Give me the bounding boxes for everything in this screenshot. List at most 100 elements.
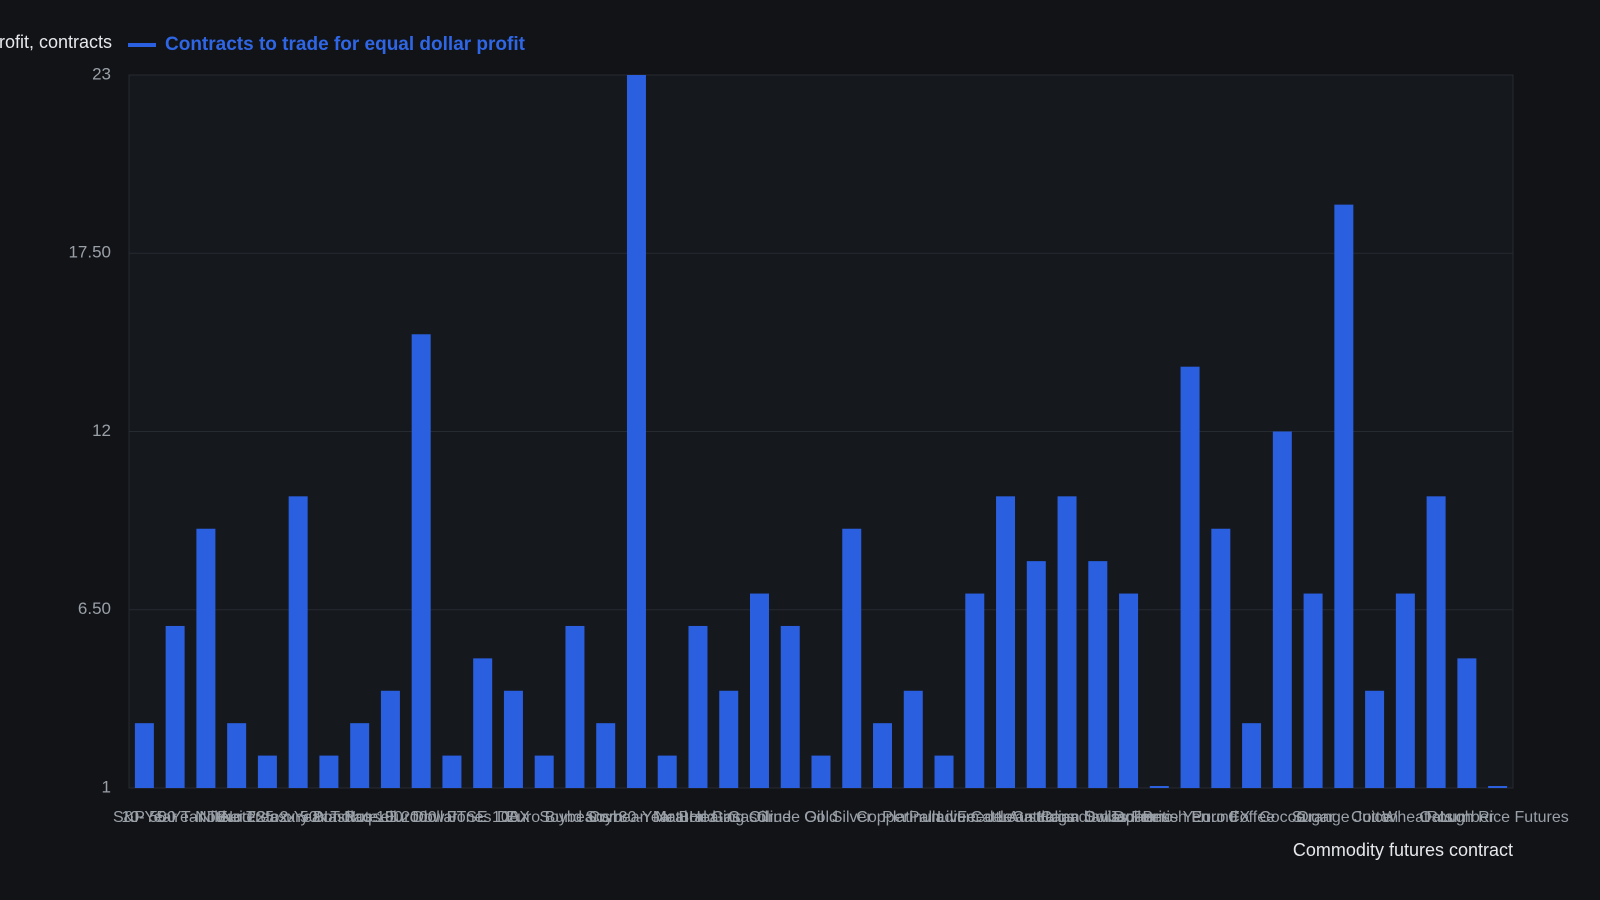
x-tick-label: Corn (588, 809, 623, 826)
x-tick-label: Gasoline (728, 809, 791, 826)
x-tick-label: Dow Jones (412, 809, 491, 826)
bar (1334, 204, 1354, 789)
bar (1303, 593, 1323, 788)
y-tick-label: 1 (102, 777, 111, 796)
x-tick-label: Oats (1419, 809, 1453, 826)
x-tick-label: Japanese Yen (1109, 809, 1210, 826)
bar (503, 690, 523, 788)
bar (934, 755, 954, 788)
bar (1026, 561, 1046, 788)
bar (1211, 528, 1231, 788)
x-tick-label: Euro Stoxx 50 (217, 809, 318, 826)
x-tick-label: FTSE 100 (447, 809, 519, 826)
x-tick-label: Nikkei 225 (199, 809, 274, 826)
x-tick-label: 5-Year T-Note (157, 809, 256, 826)
x-tick-label: Soybeans (539, 809, 610, 826)
x-tick-label: 2-Year T-Note (280, 809, 379, 826)
x-tick-label: Platinum (882, 809, 944, 826)
bar (596, 723, 616, 788)
bar (165, 625, 185, 788)
x-tick-label: Euro Bund (506, 809, 582, 826)
y-tick-label: 12 (92, 421, 111, 440)
bar (227, 723, 247, 788)
x-tick-label: Swiss Franc (1085, 809, 1172, 826)
bar (319, 755, 339, 788)
bar (965, 593, 985, 788)
bar (350, 723, 370, 788)
bar (1272, 431, 1292, 788)
x-tick-label: Coffee (1228, 809, 1275, 826)
bar (996, 496, 1016, 788)
x-tick-label: 30-Year Bond (619, 809, 716, 826)
y-tick-label: 6.50 (78, 599, 111, 618)
bar (380, 690, 400, 788)
x-tick-label: Natural Gas (655, 809, 740, 826)
bar (626, 75, 646, 788)
bar (873, 723, 893, 788)
x-tick-label: Russell 2000 (344, 809, 437, 826)
bar (1088, 561, 1108, 788)
bar (1426, 496, 1446, 788)
bar (1180, 366, 1200, 788)
bar (134, 723, 154, 788)
bar (1488, 786, 1508, 788)
bar (1242, 723, 1262, 788)
x-tick-label: Gold (804, 809, 838, 826)
bar (657, 755, 677, 788)
bar (442, 755, 462, 788)
x-tick-label: Cotton (1351, 809, 1398, 826)
x-tick-label: Orange Juice (1296, 809, 1391, 826)
bar (196, 528, 216, 788)
bar (1149, 786, 1169, 788)
bar (257, 755, 277, 788)
x-tick-label: Copper (856, 809, 909, 826)
x-tick-label: 10-Year T-Note (121, 809, 229, 826)
bar (534, 755, 554, 788)
bar (1119, 593, 1139, 788)
bar (473, 658, 493, 788)
bar (719, 690, 739, 788)
y-tick-label: 17.50 (68, 243, 111, 262)
x-tick-label: Live Cattle (937, 809, 1013, 826)
bar (1457, 658, 1477, 788)
x-tick-label: Silver (832, 809, 873, 826)
bar (842, 528, 862, 788)
bar (1365, 690, 1385, 788)
x-tick-label: Lumber (1440, 809, 1495, 826)
y-tick-label: 23 (92, 64, 111, 83)
x-tick-label: British Pound (1142, 809, 1237, 826)
x-tick-label: S&P 500 (113, 809, 176, 826)
bar (811, 755, 831, 788)
bar (688, 625, 708, 788)
x-tick-label: Nasdaq 100 (317, 809, 403, 826)
bar (903, 690, 923, 788)
bar (411, 334, 431, 788)
x-tick-label: Cocoa (1259, 809, 1305, 826)
x-tick-label: Crude Oil (756, 809, 824, 826)
x-tick-label: Australian Dollar (1008, 809, 1126, 826)
bar (1057, 496, 1077, 788)
bar (780, 625, 800, 788)
x-tick-label: Heating Oil (689, 809, 768, 826)
x-tick-label: Feeder Cattle (957, 809, 1054, 826)
x-tick-label: Eurodollar (385, 809, 459, 826)
x-tick-label: Treasury Bond (246, 809, 350, 826)
y-axis-label: Contracts to trade for equal dollar prof… (0, 32, 112, 52)
x-tick-label: Euro FX (1191, 809, 1250, 826)
x-tick-label: Lean Hogs (998, 809, 1075, 826)
bar (1395, 593, 1415, 788)
bar (565, 625, 585, 788)
x-tick-label: Rough Rice Futures (1426, 809, 1568, 826)
x-axis-label: Commodity futures contract (1293, 840, 1513, 860)
x-tick-label: DAX (497, 809, 530, 826)
bar (749, 593, 769, 788)
legend-label: Contracts to trade for equal dollar prof… (165, 34, 526, 55)
bar (288, 496, 308, 788)
x-tick-label: Canadian Dollar (1040, 809, 1155, 826)
x-tick-label: Soybean Meal (585, 809, 687, 826)
x-tick-label: Wheat (1382, 809, 1429, 826)
x-tick-label: Palladium (909, 809, 979, 826)
x-tick-label: Sugar (1292, 809, 1335, 826)
